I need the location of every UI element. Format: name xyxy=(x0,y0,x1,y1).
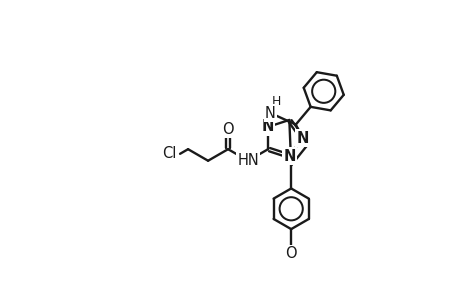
Text: O: O xyxy=(285,246,297,261)
Text: N: N xyxy=(264,106,275,121)
Text: H: H xyxy=(271,95,281,108)
Text: N: N xyxy=(296,130,308,146)
Text: N: N xyxy=(261,119,274,134)
Text: O: O xyxy=(222,122,233,137)
Text: Cl: Cl xyxy=(162,146,176,161)
Text: N: N xyxy=(283,148,295,164)
Text: HN: HN xyxy=(237,153,258,168)
